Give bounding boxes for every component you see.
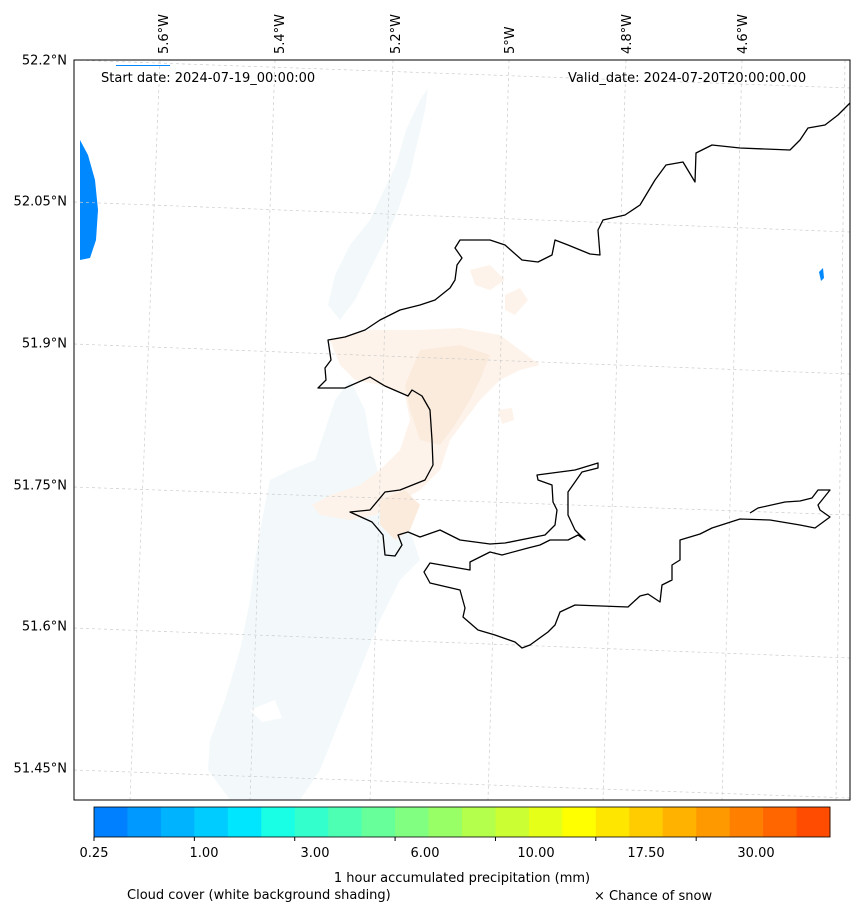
- colorbar-tick-label: 1.00: [189, 846, 219, 861]
- colorbar-segment: [495, 807, 530, 837]
- colorbar-segment: [294, 807, 329, 837]
- colorbar-segment: [763, 807, 798, 837]
- colorbar-segment: [328, 807, 363, 837]
- lon-label: 5.2°W: [389, 13, 404, 54]
- cloud-cover-legend: Cloud cover (white background shading): [127, 888, 391, 903]
- snow-legend: × Chance of snow: [594, 889, 713, 904]
- colorbar-tick-label: 30.00: [737, 846, 775, 861]
- colorbar-segment: [662, 807, 697, 837]
- lat-label: 51.75°N: [13, 478, 67, 494]
- lat-label: 51.6°N: [21, 619, 67, 635]
- gridlines: [73, 59, 851, 801]
- colorbar-segment: [127, 807, 162, 837]
- colorbar-segment: [729, 807, 764, 837]
- colorbar-segment: [194, 807, 229, 837]
- lat-label: 52.05°N: [13, 194, 67, 210]
- lon-label: 4.8°W: [620, 13, 635, 54]
- coastline: [317, 102, 851, 649]
- colorbar-segment: [395, 807, 430, 837]
- start-date-label: Start date: 2024-07-19_00:00:00: [101, 71, 316, 86]
- lat-label: 51.9°N: [21, 336, 67, 352]
- precip-light-shading: [312, 265, 540, 540]
- colorbar-segment: [160, 807, 195, 837]
- lon-label: 5°W: [503, 26, 518, 54]
- colorbar-segment: [94, 807, 128, 837]
- colorbar-frame: [93, 806, 831, 838]
- valid-date-label: Valid_date: 2024-07-20T20:00:00.00: [568, 71, 807, 86]
- colorbar: [94, 807, 831, 837]
- lon-label: 4.6°W: [736, 13, 751, 54]
- map-frame: [73, 59, 851, 801]
- lat-label: 51.45°N: [13, 761, 67, 777]
- colorbar-segment: [595, 807, 630, 837]
- colorbar-segment: [462, 807, 496, 837]
- colorbar-tick-label: 3.00: [300, 846, 330, 861]
- colorbar-segment: [227, 807, 262, 837]
- colorbar-tick-label: 6.00: [410, 846, 440, 861]
- colorbar-segment: [629, 807, 664, 837]
- colorbar-segment: [361, 807, 396, 837]
- colorbar-tick-label: 0.25: [79, 846, 109, 861]
- lon-label: 5.4°W: [273, 13, 288, 54]
- lat-label: 52.2°N: [21, 53, 67, 69]
- colorbar-segment: [261, 807, 296, 837]
- lon-label: 5.6°W: [157, 13, 172, 54]
- colorbar-tick-label: 10.00: [517, 846, 555, 861]
- colorbar-segment: [528, 807, 563, 837]
- colorbar-segment: [796, 807, 831, 837]
- colorbar-tick-label: 17.50: [627, 846, 665, 861]
- colorbar-segment: [428, 807, 463, 837]
- cloud-cover-shading: [208, 88, 428, 800]
- precip-heavy-shading: [80, 65, 824, 281]
- colorbar-title: 1 hour accumulated precipitation (mm): [333, 871, 591, 886]
- colorbar-segment: [696, 807, 731, 837]
- colorbar-segment: [562, 807, 597, 837]
